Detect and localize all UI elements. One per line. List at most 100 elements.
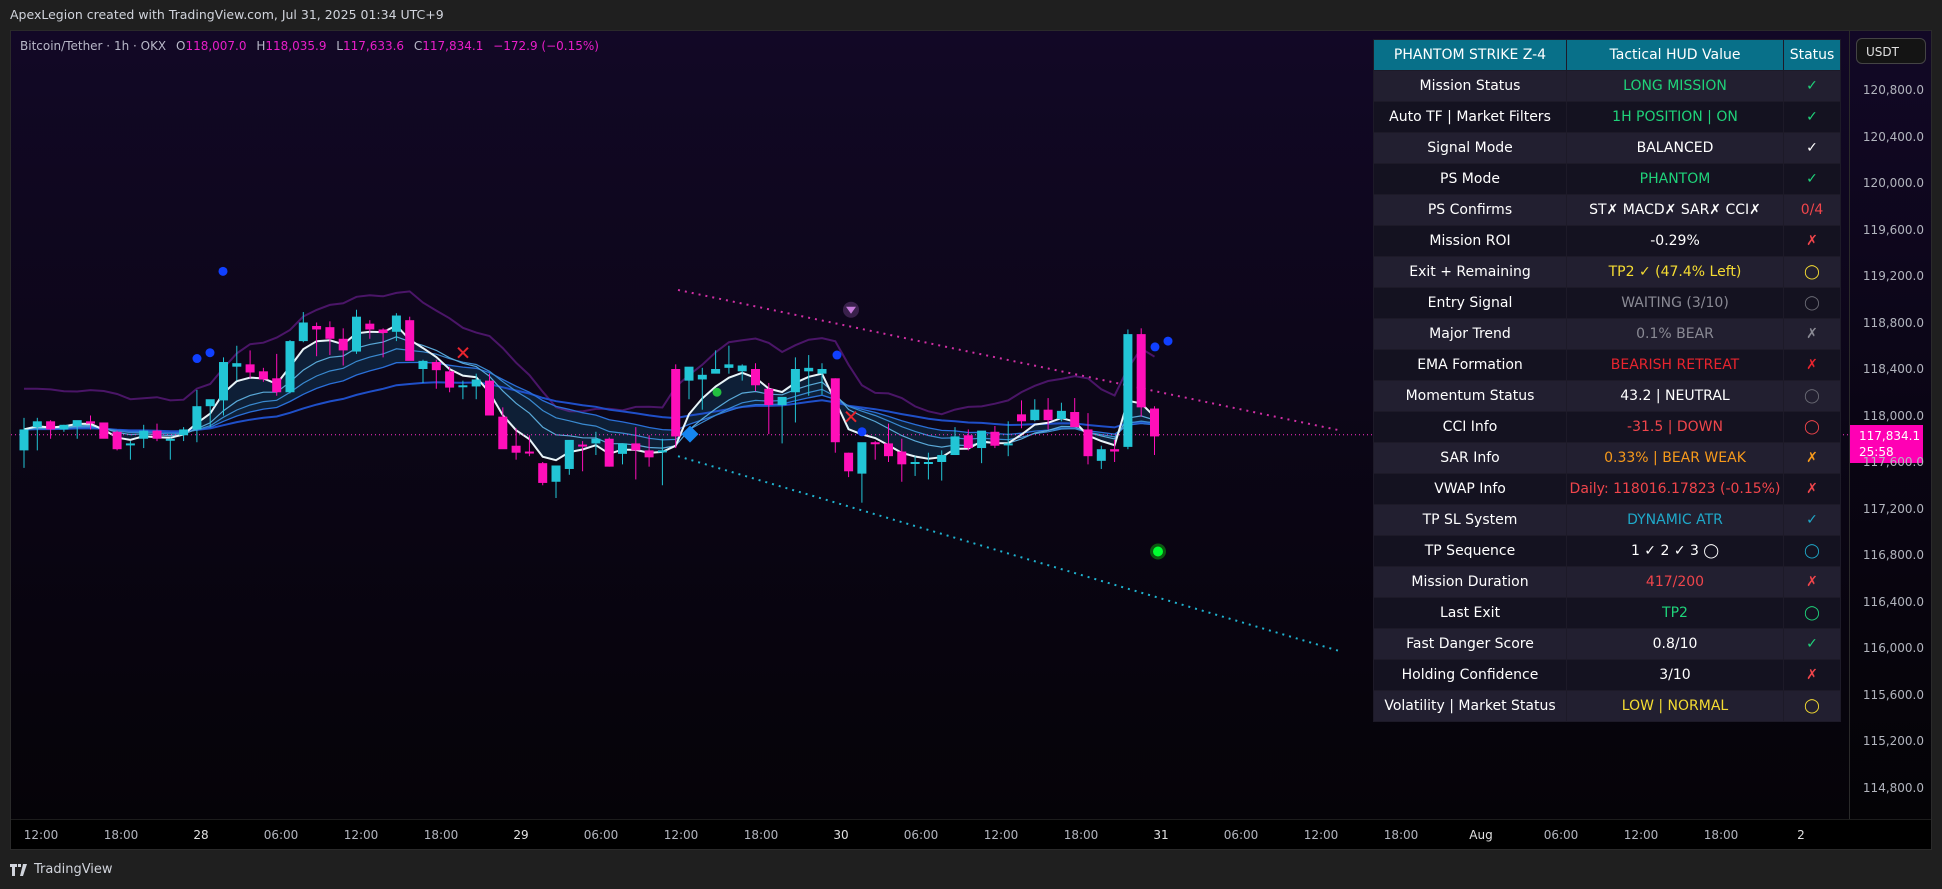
signal-dot-icon bbox=[1163, 336, 1173, 346]
price-axis-label: 117,200.0 bbox=[1862, 501, 1924, 516]
signal-dot-icon bbox=[1150, 342, 1160, 352]
candle-body bbox=[1043, 409, 1053, 421]
candle-body bbox=[352, 316, 361, 352]
candle-body bbox=[245, 364, 255, 373]
candle-body bbox=[524, 451, 534, 454]
candle-body bbox=[471, 379, 481, 387]
hud-status-cci-info: ◯ bbox=[1783, 411, 1841, 443]
time-axis-label: 31 bbox=[1153, 828, 1169, 842]
candle-body bbox=[910, 462, 920, 464]
candle-body bbox=[365, 323, 375, 330]
hud-label-fast-danger-score: Fast Danger Score bbox=[1373, 628, 1567, 660]
hud-status-tp-sl-system: ✓ bbox=[1783, 504, 1841, 536]
hud-label-volatility-market-status: Volatility | Market Status bbox=[1373, 690, 1567, 722]
hud-row: Mission Status LONG MISSION ✓ bbox=[1373, 70, 1841, 102]
hud-value-tp-sequence: 1 ✓ 2 ✓ 3 ◯ bbox=[1566, 535, 1784, 567]
price-axis-label: 120,400.0 bbox=[1862, 129, 1924, 144]
price-axis-label: 119,200.0 bbox=[1862, 269, 1924, 283]
candle-body bbox=[431, 362, 441, 371]
hud-row: TP Sequence 1 ✓ 2 ✓ 3 ◯ ◯ bbox=[1373, 535, 1841, 567]
price-axis-label: 119,600.0 bbox=[1862, 222, 1924, 237]
hud-value-cci-info: -31.5 | DOWN bbox=[1566, 411, 1784, 443]
time-axis-label: 18:00 bbox=[1383, 828, 1419, 842]
signal-dot-icon bbox=[192, 354, 202, 364]
candle-body bbox=[684, 366, 694, 381]
candle-body bbox=[32, 421, 42, 428]
hud-value-volatility-market-status: LOW | NORMAL bbox=[1566, 690, 1784, 722]
candle-body bbox=[804, 367, 814, 372]
time-axis-label: 12:00 bbox=[663, 828, 699, 842]
ema-ribbon-fill bbox=[24, 325, 1155, 461]
hud-label-momentum-status: Momentum Status bbox=[1373, 380, 1567, 412]
time-axis[interactable]: 12:00 18:00 28 06:00 12:00 18:00 29 06:00 12:00 1… bbox=[11, 819, 1931, 849]
hud-row: Fast Danger Score 0.8/10 ✓ bbox=[1373, 628, 1841, 660]
time-axis-label: 12:00 bbox=[343, 828, 379, 842]
hud-status-auto-tf-market-filters: ✓ bbox=[1783, 101, 1841, 133]
signal-dot-icon bbox=[857, 427, 867, 437]
hud-label-holding-confidence: Holding Confidence bbox=[1373, 659, 1567, 691]
hud-status-momentum-status: ◯ bbox=[1783, 380, 1841, 412]
candle-body bbox=[564, 439, 574, 469]
entry-marker-icon bbox=[1153, 546, 1163, 557]
candle-body bbox=[897, 451, 907, 465]
hud-status-vwap-info: ✗ bbox=[1783, 473, 1841, 505]
symbol-name[interactable]: Bitcoin/Tether · 1h · OKX bbox=[20, 39, 167, 53]
hud-value-last-exit: TP2 bbox=[1566, 597, 1784, 629]
hud-status-exit-remaining: ◯ bbox=[1783, 256, 1841, 288]
last-price-badge: 117,834.1 25:58 bbox=[1850, 425, 1923, 463]
time-axis-label: 12:00 bbox=[1623, 828, 1659, 842]
hud-value-mission-roi: -0.29% bbox=[1566, 225, 1784, 257]
hud-row: Exit + Remaining TP2 ✓ (47.4% Left) ◯ bbox=[1373, 256, 1841, 288]
hud-status-major-trend: ✗ bbox=[1783, 318, 1841, 350]
candle-body bbox=[72, 420, 82, 426]
candle-body bbox=[844, 452, 854, 472]
candle-body bbox=[139, 430, 149, 439]
hud-status-holding-confidence: ✗ bbox=[1783, 659, 1841, 691]
tradingview-brand: TradingView bbox=[34, 862, 113, 877]
candle-body bbox=[990, 431, 1000, 446]
candle-body bbox=[445, 371, 455, 388]
hud-status-mission-duration: ✗ bbox=[1783, 566, 1841, 598]
phantom-cloud-upper bbox=[24, 290, 1156, 416]
hud-row: Volatility | Market Status LOW | NORMAL ◯ bbox=[1373, 690, 1841, 722]
candle-body bbox=[205, 399, 215, 407]
candle-body bbox=[1096, 449, 1106, 461]
currency-button[interactable]: USDT bbox=[1856, 38, 1926, 64]
signal-dot-icon bbox=[832, 350, 842, 360]
hud-header-title: PHANTOM STRIKE Z-4 bbox=[1373, 39, 1567, 71]
candle-body bbox=[272, 378, 282, 393]
hud-row: Auto TF | Market Filters 1H POSITION | ON… bbox=[1373, 101, 1841, 133]
candle-body bbox=[631, 443, 641, 451]
candle-body bbox=[391, 315, 401, 332]
candle-body bbox=[298, 322, 308, 342]
hud-value-major-trend: 0.1% BEAR bbox=[1566, 318, 1784, 350]
hud-value-exit-remaining: TP2 ✓ (47.4% Left) bbox=[1566, 256, 1784, 288]
signal-dot-icon bbox=[205, 348, 215, 358]
time-axis-label: 06:00 bbox=[583, 828, 619, 842]
hud-value-mission-duration: 417/200 bbox=[1566, 566, 1784, 598]
candle-body bbox=[219, 362, 228, 401]
price-axis-label: 120,800.0 bbox=[1862, 83, 1924, 97]
signal-dot-icon bbox=[218, 266, 228, 276]
hud-row: Major Trend 0.1% BEAR ✗ bbox=[1373, 318, 1841, 350]
price-axis[interactable]: USDT 117,834.1 25:58 120,800.0 120,400.0 1… bbox=[1849, 31, 1931, 819]
hud-status-tp-sequence: ◯ bbox=[1783, 535, 1841, 567]
chart-panel[interactable]: Bitcoin/Tether · 1h · OKX O118,007.0 H11… bbox=[10, 30, 1932, 850]
phantom-strike-hud-table: PHANTOM STRIKE Z-4 Tactical HUD Value St… bbox=[1373, 39, 1841, 722]
time-axis-label: 30 bbox=[833, 828, 849, 842]
candle-body bbox=[644, 450, 654, 458]
hud-status-mission-status: ✓ bbox=[1783, 70, 1841, 102]
candle-body bbox=[737, 365, 747, 372]
candle-body bbox=[99, 422, 109, 439]
time-axis-label: 12:00 bbox=[983, 828, 1019, 842]
candle-body bbox=[59, 424, 69, 430]
hud-value-tp-sl-system: DYNAMIC ATR bbox=[1566, 504, 1784, 536]
price-chart[interactable] bbox=[11, 31, 1849, 819]
hud-value-ps-confirms: ST✗ MACD✗ SAR✗ CCI✗ bbox=[1566, 194, 1784, 226]
candle-body bbox=[405, 320, 415, 361]
candle-body bbox=[1030, 409, 1040, 421]
candle-body bbox=[1070, 412, 1080, 428]
time-axis-label: 29 bbox=[513, 828, 529, 842]
price-axis-label: 116,400.0 bbox=[1862, 594, 1924, 609]
hud-row: Entry Signal WAITING (3/10) ◯ bbox=[1373, 287, 1841, 319]
